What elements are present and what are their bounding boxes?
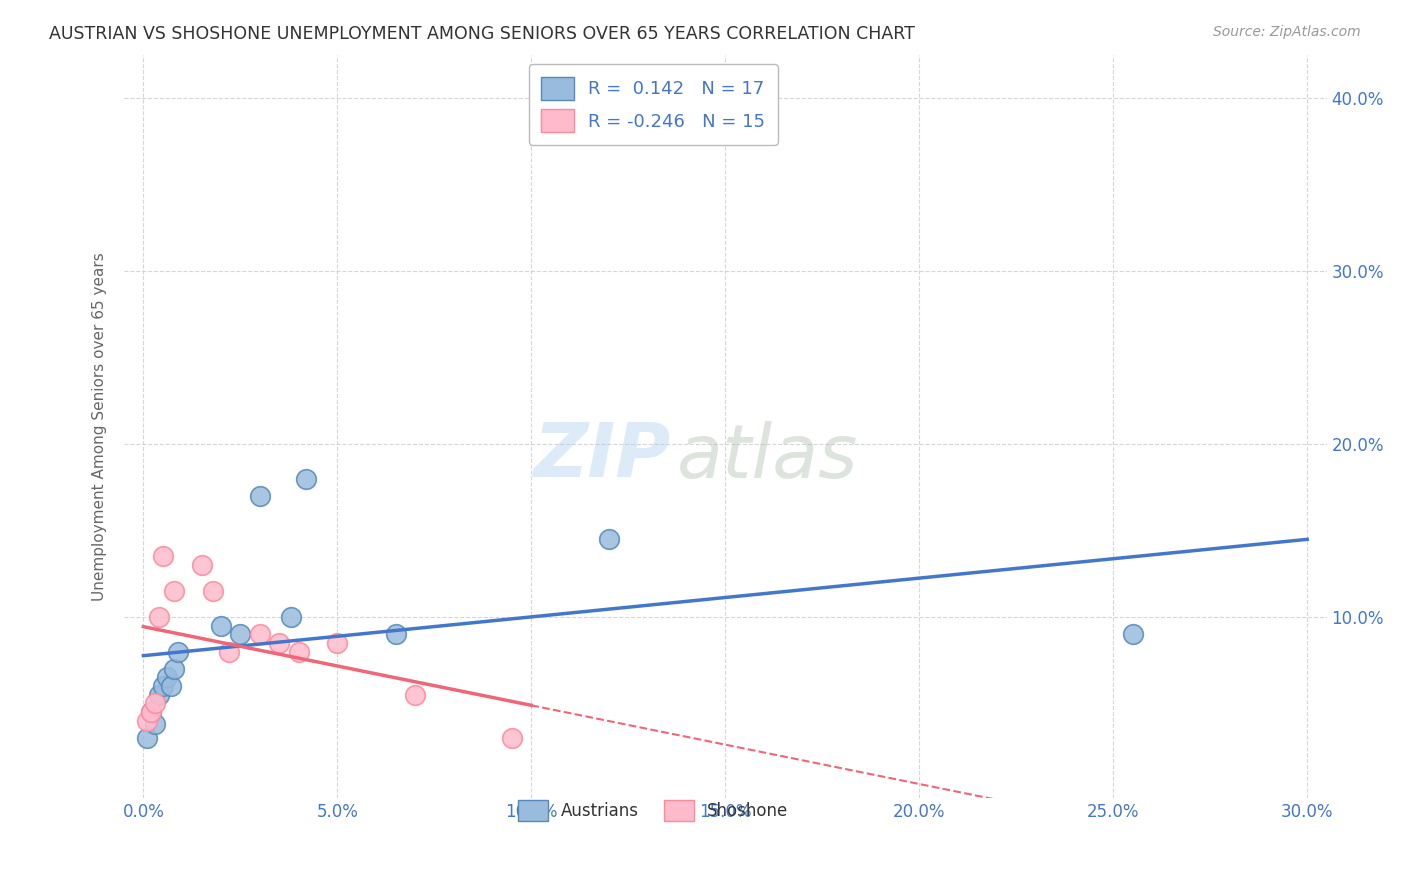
Point [156, 671, 179, 685]
Point [148, 610, 170, 624]
Point [202, 584, 225, 599]
Point [143, 717, 166, 731]
Legend: Austrians, Shoshone: Austrians, Shoshone [508, 789, 799, 831]
Point [295, 472, 318, 486]
Point [152, 549, 174, 564]
Point [249, 489, 271, 503]
Point [143, 697, 166, 711]
Point [249, 627, 271, 641]
Point [287, 644, 309, 658]
Text: Source: ZipAtlas.com: Source: ZipAtlas.com [1213, 25, 1361, 39]
Point [163, 662, 186, 676]
Point [136, 714, 159, 728]
Point [326, 636, 349, 650]
Point [148, 688, 170, 702]
Point [167, 644, 190, 658]
Point [152, 679, 174, 693]
Point [141, 705, 163, 719]
Point [280, 610, 302, 624]
Point [1122, 627, 1144, 641]
Point [501, 731, 523, 745]
Point [598, 532, 620, 546]
Text: ZIP: ZIP [534, 420, 671, 493]
Point [404, 688, 426, 702]
Point [159, 679, 181, 693]
Point [218, 644, 240, 658]
Point [229, 627, 252, 641]
Text: AUSTRIAN VS SHOSHONE UNEMPLOYMENT AMONG SENIORS OVER 65 YEARS CORRELATION CHART: AUSTRIAN VS SHOSHONE UNEMPLOYMENT AMONG … [49, 25, 915, 43]
Text: atlas: atlas [678, 420, 859, 492]
Point [384, 627, 406, 641]
Y-axis label: Unemployment Among Seniors over 65 years: Unemployment Among Seniors over 65 years [93, 252, 107, 601]
Point [190, 558, 212, 573]
Point [209, 618, 232, 632]
Point [136, 731, 159, 745]
Point [163, 584, 186, 599]
Point [141, 705, 163, 719]
Point [269, 636, 291, 650]
